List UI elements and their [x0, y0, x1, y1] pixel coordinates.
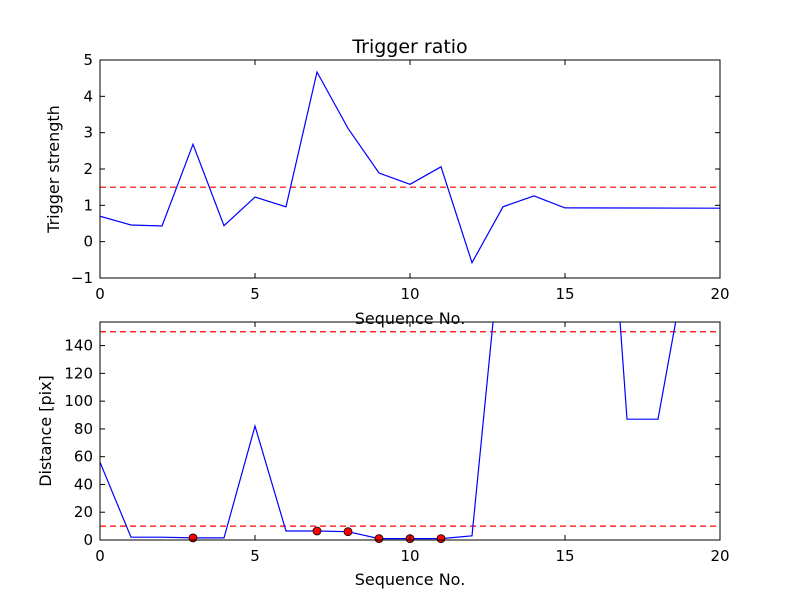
y-tick-label: 2: [83, 160, 93, 178]
y-tick-label: 20: [74, 503, 93, 521]
y-tick-label: 120: [64, 364, 93, 382]
x-tick-label: 0: [95, 285, 105, 303]
tick-layer: 0 5 10 15 20 0 20 40 60 80 100 120 140: [64, 322, 730, 565]
x-tick-label: 15: [555, 285, 574, 303]
data-point: [436, 534, 446, 544]
y-tick-label: 0: [83, 233, 93, 251]
x-axis-label: Sequence No.: [355, 570, 466, 589]
data-point: [374, 534, 384, 544]
y-tick-label: 1: [83, 196, 93, 214]
chart-title: Trigger ratio: [351, 36, 467, 58]
y-tick-label: 5: [83, 51, 93, 69]
y-tick-label: 140: [64, 337, 93, 355]
y-tick-label: 60: [74, 448, 93, 466]
y-tick-label: 3: [83, 124, 93, 142]
x-tick-label: 0: [95, 547, 105, 565]
data-point: [312, 526, 322, 536]
series-layer: [100, 70, 720, 265]
series-line-0: [100, 322, 677, 540]
y-axis-label: Distance [pix]: [36, 375, 55, 487]
y-tick-label: 40: [74, 475, 93, 493]
y-axis-label: Trigger strength: [44, 105, 63, 234]
x-tick-label: 15: [555, 547, 574, 565]
threshold-lines: [100, 331, 720, 527]
series-layer: [100, 322, 677, 540]
y-tick-label: 4: [83, 87, 93, 105]
x-tick-label: 20: [710, 285, 729, 303]
data-point: [188, 533, 198, 543]
data-point: [343, 527, 353, 537]
x-axis-label: Sequence No.: [355, 309, 466, 328]
y-tick-label: −1: [71, 269, 93, 287]
y-tick-label: 80: [74, 420, 93, 438]
x-tick-label: 10: [400, 285, 419, 303]
y-tick-label: 0: [83, 531, 93, 549]
x-tick-label: 5: [250, 547, 260, 565]
x-tick-label: 10: [400, 547, 419, 565]
y-tick-label: 100: [64, 392, 93, 410]
x-tick-label: 5: [250, 285, 260, 303]
x-tick-label: 20: [710, 547, 729, 565]
series-line-0: [100, 70, 720, 265]
